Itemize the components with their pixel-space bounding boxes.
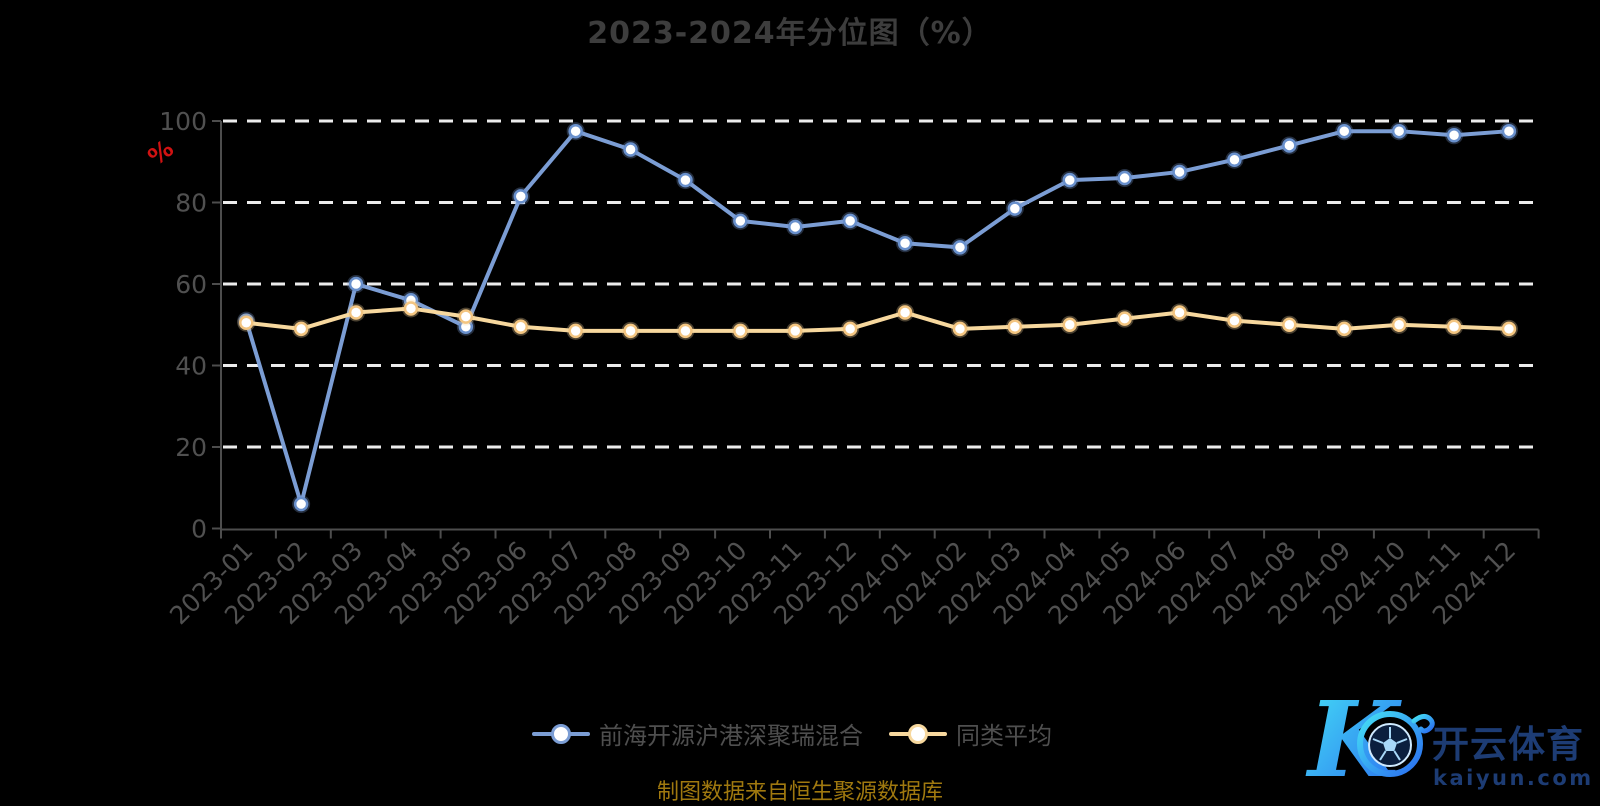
data-point-marker bbox=[513, 189, 529, 204]
data-source-note: 制图数据来自恒生聚源数据库 bbox=[656, 780, 944, 805]
data-point-marker bbox=[842, 213, 858, 229]
kaiyun-watermark-link[interactable]: K 开云体育 kaiyun.com bbox=[1292, 668, 1592, 796]
data-point-marker bbox=[403, 301, 419, 316]
series-line-0 bbox=[244, 129, 1511, 507]
data-point-marker bbox=[897, 236, 913, 251]
data-point-marker bbox=[733, 323, 748, 339]
data-point-marker bbox=[1117, 311, 1132, 326]
data-point-marker bbox=[348, 305, 364, 320]
y-tick-label: 20 bbox=[175, 433, 207, 462]
data-point-marker bbox=[623, 323, 638, 339]
data-point-marker bbox=[1282, 138, 1297, 153]
data-point-marker bbox=[1062, 172, 1078, 188]
y-tick-label: 0 bbox=[191, 515, 207, 544]
brand-name: 开云体育 bbox=[1432, 723, 1584, 766]
y-tick-label: 80 bbox=[175, 189, 207, 218]
data-point-marker bbox=[1282, 317, 1297, 332]
data-point-marker bbox=[1172, 164, 1187, 180]
data-point-marker bbox=[952, 240, 968, 255]
y-tick-label: 40 bbox=[175, 352, 207, 381]
data-point-marker bbox=[568, 123, 583, 139]
data-point-marker bbox=[733, 213, 748, 229]
series-line-1 bbox=[244, 306, 1511, 333]
data-point-marker bbox=[788, 323, 803, 339]
legend-label-average: 同类平均 bbox=[956, 722, 1052, 750]
chart-title: 2023-2024年分位图（%） bbox=[587, 16, 993, 51]
y-tick-label: 100 bbox=[159, 107, 207, 136]
data-point-marker bbox=[348, 276, 364, 292]
data-point-marker bbox=[293, 496, 309, 512]
data-point-marker bbox=[1337, 123, 1352, 139]
legend-label-fund: 前海开源沪港深聚瑞混合 bbox=[599, 722, 863, 750]
data-point-marker bbox=[1446, 128, 1462, 143]
data-point-marker bbox=[1007, 319, 1023, 335]
data-point-marker bbox=[952, 321, 968, 337]
legend-item-fund[interactable]: 前海开源沪港深聚瑞混合 bbox=[532, 716, 863, 751]
y-axis-unit-label: % bbox=[143, 134, 179, 171]
data-point-marker bbox=[513, 319, 529, 335]
legend-item-average[interactable]: 同类平均 bbox=[889, 716, 1052, 751]
data-point-marker bbox=[678, 323, 693, 339]
data-point-marker bbox=[842, 321, 858, 337]
data-point-marker bbox=[1007, 201, 1023, 216]
data-point-marker bbox=[1391, 317, 1407, 332]
data-point-marker bbox=[568, 323, 583, 339]
data-point-marker bbox=[1501, 123, 1517, 139]
chart-legend: 前海开源沪港深聚瑞混合 同类平均 bbox=[532, 716, 1052, 751]
line-marker-icon bbox=[889, 723, 947, 744]
data-point-marker bbox=[293, 321, 309, 337]
y-tick-label: 60 bbox=[175, 270, 207, 299]
soccer-ball-icon bbox=[1357, 711, 1435, 777]
line-marker-icon bbox=[532, 723, 590, 744]
data-point-marker bbox=[1117, 170, 1132, 186]
data-point-marker bbox=[239, 315, 254, 330]
data-point-marker bbox=[678, 172, 693, 188]
data-point-marker bbox=[1227, 313, 1242, 328]
data-point-marker bbox=[1446, 319, 1462, 335]
data-point-marker bbox=[458, 309, 474, 324]
data-point-marker bbox=[1227, 152, 1242, 167]
data-point-marker bbox=[1391, 123, 1407, 139]
data-point-marker bbox=[1501, 321, 1517, 337]
brand-domain: kaiyun.com bbox=[1433, 766, 1592, 790]
data-point-marker bbox=[897, 305, 913, 320]
data-point-marker bbox=[1062, 317, 1078, 332]
data-point-marker bbox=[788, 219, 803, 235]
data-point-marker bbox=[623, 142, 638, 157]
data-point-marker bbox=[1172, 305, 1187, 320]
data-point-marker bbox=[1337, 321, 1352, 337]
